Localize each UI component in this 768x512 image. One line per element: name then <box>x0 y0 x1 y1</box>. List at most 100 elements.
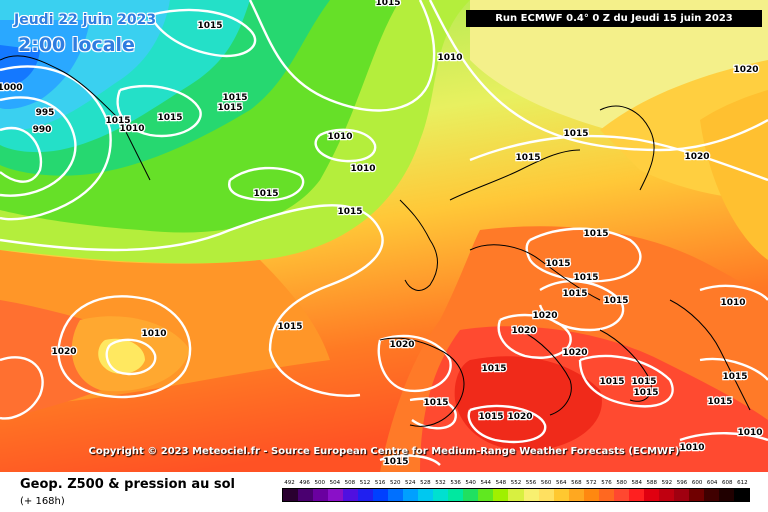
footer: Geop. Z500 & pression au sol (+ 168h) 49… <box>0 472 768 512</box>
colorbar-swatch <box>418 489 434 501</box>
isobar-labels: 1015101510101020100099599010151010101510… <box>0 0 764 468</box>
colorbar-legend: 492 496 500 504 508 512 516 520 524 528 532 536 540 5… <box>282 478 750 502</box>
isobar-label: 1020 <box>51 347 76 357</box>
colorbar-swatch <box>328 489 344 501</box>
colorbar-swatch <box>433 489 449 501</box>
isobar-label: 1015 <box>478 412 503 422</box>
colorbar-label: 492 <box>284 480 295 486</box>
isobar-label: 1010 <box>437 53 462 63</box>
isobar-label: 1000 <box>0 83 23 93</box>
forecast-step: (+ 168h) <box>20 496 65 507</box>
colorbar-swatch <box>643 489 659 501</box>
isobar-label: 990 <box>33 125 52 135</box>
colorbar-label: 516 <box>374 480 386 486</box>
colorbar-label: 612 <box>737 480 748 486</box>
colorbar-swatch <box>613 489 629 501</box>
colorbar-label: 560 <box>540 480 552 486</box>
isobar-label: 1015 <box>599 377 624 387</box>
colorbar-label: 548 <box>495 480 507 486</box>
colorbar-swatch <box>403 489 419 501</box>
isobar-label: 1015 <box>583 229 608 239</box>
colorbar-swatch <box>493 489 509 501</box>
colorbar-swatch <box>733 489 749 501</box>
colorbar-label: 496 <box>299 480 310 486</box>
isobar-label: 1010 <box>327 132 352 142</box>
colorbar-label: 556 <box>525 480 537 486</box>
colorbar-label: 572 <box>586 480 597 486</box>
colorbar-swatch <box>673 489 689 501</box>
isobar-label: 1015 <box>222 93 247 103</box>
field-title: Geop. Z500 & pression au sol <box>20 477 235 492</box>
isobar-label: 1020 <box>389 340 414 350</box>
isobar-label: 1015 <box>197 21 222 31</box>
colorbar-label: 528 <box>420 480 431 486</box>
colorbar-swatch <box>598 489 614 501</box>
colorbar-swatch <box>523 489 539 501</box>
colorbar-swatch <box>538 489 554 501</box>
colorbar-label: 544 <box>480 480 492 486</box>
valid-time: 2:00 locale <box>18 34 135 56</box>
colorbar-label: 600 <box>691 480 703 486</box>
colorbar-label: 520 <box>389 480 401 486</box>
isobar-label: 1015 <box>383 457 408 467</box>
isobar-label: 1015 <box>423 398 448 408</box>
colorbar-swatch <box>718 489 734 501</box>
isobar-label: 1015 <box>563 129 588 139</box>
colorbar-label: 524 <box>405 480 416 486</box>
colorbar-swatch <box>298 489 314 501</box>
isobar-label: 995 <box>36 108 55 118</box>
isobar-label: 1010 <box>720 298 745 308</box>
isobar-label: 1020 <box>532 311 557 321</box>
colorbar-swatch <box>553 489 569 501</box>
band-524 <box>0 20 90 110</box>
colorbar-label: 596 <box>676 480 688 486</box>
isobar-label: 1020 <box>562 348 587 358</box>
copyright-notice: Copyright © 2023 Meteociel.fr - Source E… <box>88 446 680 457</box>
isobar-label: 1015 <box>707 397 732 407</box>
isobar-label: 1020 <box>684 152 709 162</box>
colorbar-swatch <box>658 489 674 501</box>
isobar-lines <box>0 0 768 465</box>
isobar-label: 1015 <box>253 189 278 199</box>
isobar-label: 1015 <box>515 153 540 163</box>
isobar-label: 1015 <box>217 103 242 113</box>
colorbar-label: 576 <box>601 480 612 486</box>
colorbar-label: 608 <box>722 480 733 486</box>
isobar-label: 1010 <box>350 164 375 174</box>
colorbar-label: 552 <box>510 480 522 486</box>
coastlines <box>0 55 751 427</box>
isobar-label: 1015 <box>603 296 628 306</box>
isobar-label: 1010 <box>679 443 704 453</box>
isobar-label: 1015 <box>277 322 302 332</box>
colorbar-swatch <box>583 489 599 501</box>
colorbar-swatch <box>688 489 704 501</box>
colorbar-labels: 492 496 500 504 508 512 516 520 524 528 532 536 540 5… <box>282 478 750 488</box>
run-banner: Run ECMWF 0.4° 0 Z du Jeudi 15 juin 2023 <box>466 10 762 27</box>
colorbar-label: 536 <box>450 480 461 486</box>
colorbar-swatch <box>703 489 719 501</box>
colorbar-swatch <box>478 489 494 501</box>
colorbar-label: 500 <box>314 480 325 486</box>
isobar-label: 1015 <box>573 273 598 283</box>
isobar-label: 1015 <box>633 388 658 398</box>
colorbar-label: 568 <box>571 480 582 486</box>
colorbar-label: 604 <box>706 480 718 486</box>
isobar-label: 1015 <box>545 259 570 269</box>
isobar-label: 1015 <box>375 0 400 8</box>
colorbar-swatch <box>463 489 479 501</box>
colorbar-label: 592 <box>661 480 673 486</box>
isobar-label: 1020 <box>511 326 536 336</box>
band-588-core <box>454 356 602 451</box>
colorbar-label: 580 <box>616 480 627 486</box>
colorbar-swatch <box>568 489 584 501</box>
colorbar-swatch <box>358 489 374 501</box>
isobar-label: 1015 <box>722 372 747 382</box>
isobar-label: 1015 <box>337 207 362 217</box>
colorbar-swatch <box>343 489 359 501</box>
valid-date: Jeudi 22 juin 2023 <box>14 12 157 28</box>
colorbar-label: 508 <box>344 480 356 486</box>
isobar-label: 1020 <box>733 65 758 75</box>
colorbar-label: 584 <box>631 480 642 486</box>
pressure-map: 1015 1015 1010 1020 1000 995 990 1015 1010 1015 10… <box>0 0 768 472</box>
isobar-label: 1015 <box>105 116 130 126</box>
